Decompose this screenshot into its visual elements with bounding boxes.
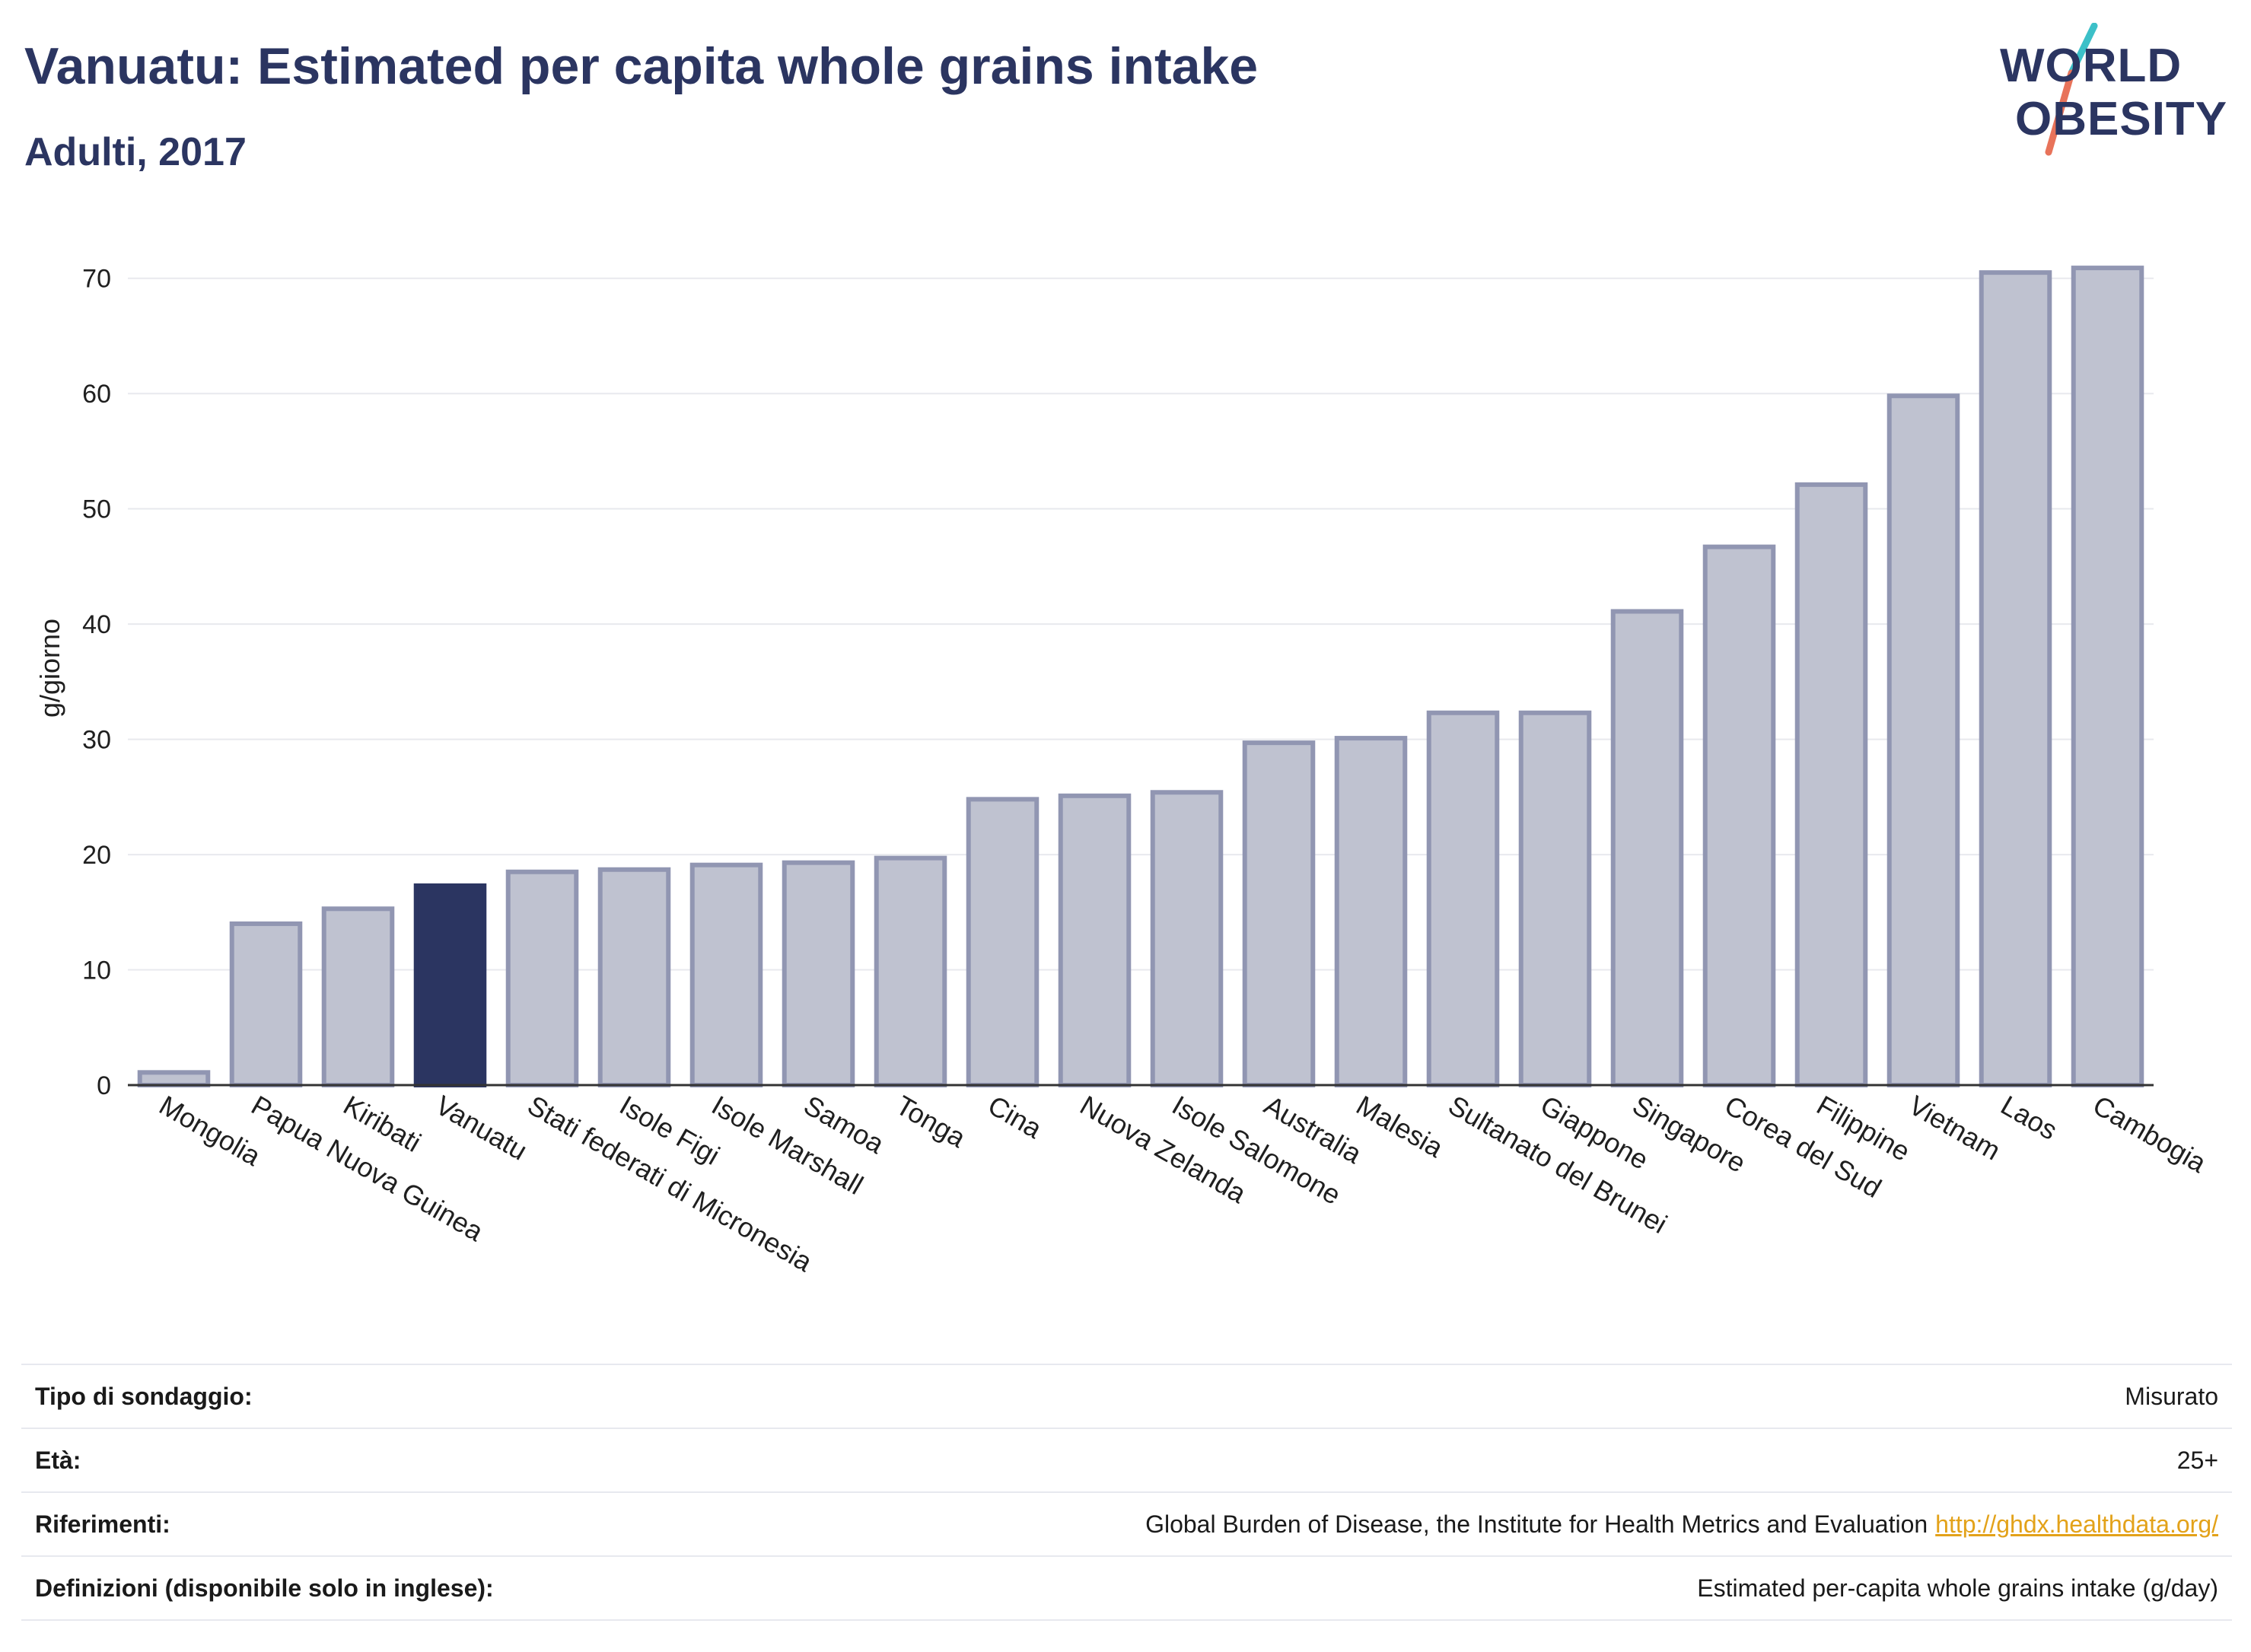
y-tick-label: 60 <box>82 380 111 409</box>
bar <box>597 867 671 1087</box>
bar <box>874 855 947 1087</box>
info-table: Tipo di sondaggio: Misurato Età: 25+ Rif… <box>21 1364 2232 1621</box>
x-tick-label: Vanuatu <box>431 1089 533 1166</box>
bar <box>137 1070 211 1087</box>
y-tick-label: 20 <box>82 841 111 870</box>
bar <box>782 860 855 1087</box>
info-row-references: Riferimenti: Global Burden of Disease, t… <box>21 1491 2232 1555</box>
logo-slash-icon <box>2045 23 2098 156</box>
bar <box>1518 710 1592 1088</box>
bar <box>1979 270 2052 1087</box>
bar <box>1886 393 1960 1088</box>
x-tick-label: Tonga <box>891 1089 972 1154</box>
info-row-age: Età: 25+ <box>21 1428 2232 1491</box>
chart-subtitle: Adulti, 2017 <box>24 130 247 174</box>
x-tick-label: Corea del Sud <box>1720 1089 1887 1204</box>
bar <box>505 869 579 1088</box>
info-label: Tipo di sondaggio: <box>35 1382 253 1410</box>
info-row-survey-type: Tipo di sondaggio: Misurato <box>21 1364 2232 1428</box>
y-tick-label: 10 <box>82 957 111 985</box>
world-obesity-logo: WORLD OBESITY <box>1986 23 2237 160</box>
info-row-definitions: Definizioni (disponibile solo in inglese… <box>21 1555 2232 1621</box>
bar <box>321 906 395 1087</box>
y-tick-label: 0 <box>97 1071 111 1100</box>
bar <box>1242 740 1316 1087</box>
bar <box>1334 736 1408 1087</box>
y-tick-label: 30 <box>82 726 111 755</box>
x-tick-label: Laos <box>1996 1089 2063 1146</box>
reference-text: Global Burden of Disease, the Institute … <box>1145 1510 1928 1538</box>
y-tick-label: 40 <box>82 610 111 639</box>
bar <box>1794 482 1868 1088</box>
x-tick-label: Vietnam <box>1904 1089 2006 1166</box>
x-tick-label: Malesia <box>1352 1089 1450 1163</box>
info-value: Global Burden of Disease, the Institute … <box>1145 1510 2218 1539</box>
bar <box>2071 266 2144 1088</box>
info-value: Estimated per-capita whole grains intake… <box>1697 1574 2218 1602</box>
info-label: Definizioni (disponibile solo in inglese… <box>35 1574 494 1602</box>
logo-word-world: WORLD <box>2000 40 2183 92</box>
x-tick-label: Cina <box>983 1089 1048 1144</box>
y-axis-label: g/giorno <box>34 619 65 718</box>
y-tick-label: 50 <box>82 495 111 524</box>
info-label: Riferimenti: <box>35 1510 170 1538</box>
bar <box>1610 609 1684 1087</box>
bar <box>1426 710 1500 1088</box>
bar-highlighted <box>413 883 487 1087</box>
bar <box>1702 544 1776 1087</box>
bar <box>1058 793 1132 1087</box>
info-value: Misurato <box>2125 1382 2218 1410</box>
bar <box>689 862 763 1087</box>
bar <box>229 921 303 1087</box>
reference-link[interactable]: http://ghdx.healthdata.org/ <box>1935 1510 2218 1538</box>
x-tick-label: Cambogia <box>2088 1089 2212 1179</box>
bar <box>1150 790 1224 1087</box>
y-tick-label: 70 <box>82 265 111 294</box>
logo-word-obesity: OBESITY <box>2015 93 2228 145</box>
info-label: Età: <box>35 1446 81 1474</box>
chart-title: Vanuatu: Estimated per capita whole grai… <box>24 37 1259 95</box>
x-tick-label: Mongolia <box>154 1089 267 1172</box>
bar <box>966 797 1040 1087</box>
info-value: 25+ <box>2176 1446 2218 1474</box>
